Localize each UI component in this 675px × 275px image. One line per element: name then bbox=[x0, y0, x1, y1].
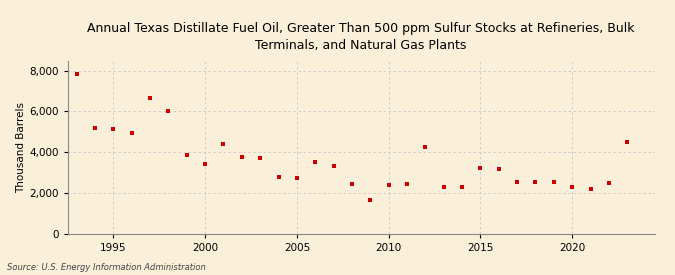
Point bbox=[567, 185, 578, 189]
Point bbox=[383, 183, 394, 187]
Title: Annual Texas Distillate Fuel Oil, Greater Than 500 ppm Sulfur Stocks at Refineri: Annual Texas Distillate Fuel Oil, Greate… bbox=[87, 22, 635, 52]
Point bbox=[126, 131, 137, 135]
Point bbox=[475, 166, 486, 170]
Point bbox=[493, 166, 504, 171]
Point bbox=[218, 142, 229, 147]
Point bbox=[512, 180, 522, 185]
Point bbox=[72, 72, 82, 76]
Point bbox=[585, 187, 596, 191]
Point bbox=[236, 155, 247, 160]
Point bbox=[108, 126, 119, 131]
Point bbox=[273, 175, 284, 179]
Point bbox=[144, 95, 155, 100]
Point bbox=[622, 140, 632, 144]
Point bbox=[346, 182, 357, 187]
Point bbox=[254, 156, 265, 160]
Point bbox=[457, 185, 468, 189]
Point bbox=[530, 180, 541, 185]
Text: Source: U.S. Energy Information Administration: Source: U.S. Energy Information Administ… bbox=[7, 263, 205, 272]
Point bbox=[163, 109, 174, 113]
Y-axis label: Thousand Barrels: Thousand Barrels bbox=[16, 102, 26, 192]
Point bbox=[438, 185, 449, 189]
Point bbox=[365, 198, 376, 202]
Point bbox=[402, 182, 412, 186]
Point bbox=[328, 163, 339, 168]
Point bbox=[548, 180, 559, 184]
Point bbox=[200, 162, 211, 166]
Point bbox=[310, 160, 321, 165]
Point bbox=[603, 181, 614, 185]
Point bbox=[90, 126, 101, 130]
Point bbox=[182, 153, 192, 157]
Point bbox=[292, 176, 302, 180]
Point bbox=[420, 145, 431, 150]
